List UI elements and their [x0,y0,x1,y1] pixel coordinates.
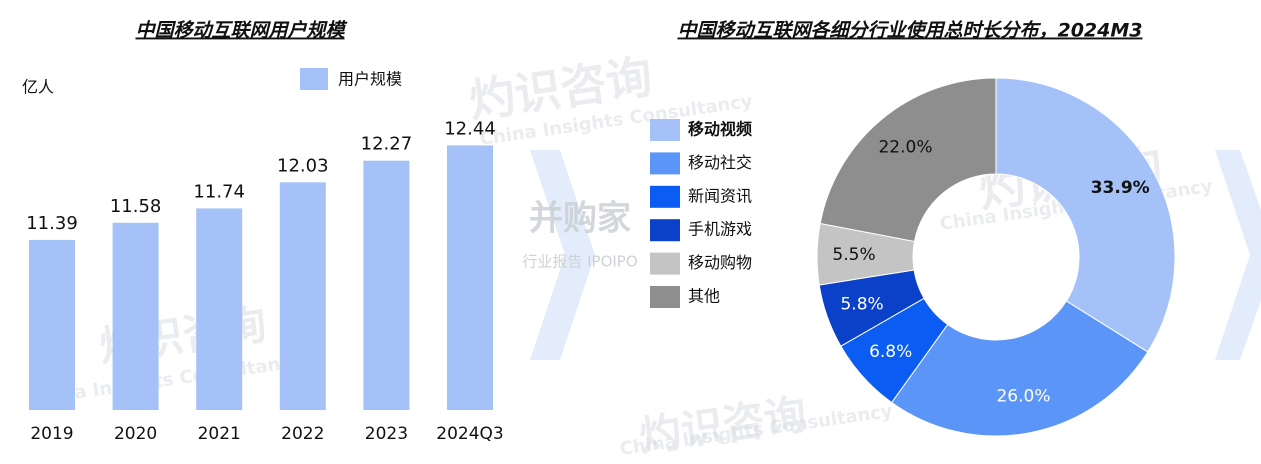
x-tick-label: 2020 [114,424,157,444]
data-label: 5.5% [832,245,875,265]
value-label: 12.03 [277,155,329,176]
value-label: 12.44 [444,118,496,139]
bar-chart: 中国移动互联网用户规模 亿人 用户规模 11.39 2019 11.58 2020 11… [22,20,504,445]
arrow [530,150,595,360]
x-tick-label: 2024Q3 [436,424,503,444]
legend-swatch [650,219,680,242]
arrow [1215,150,1261,360]
data-label: 22.0% [878,138,932,158]
value-label: 11.74 [193,181,245,202]
chart-title: 中国移动互联网用户规模 [135,20,348,42]
legend-label: 手机游戏 [688,220,752,239]
watermark-text: 行业报告 IPOIPO [522,253,637,271]
bar [447,145,493,410]
x-tick-label: 2023 [365,424,408,444]
bar [29,239,75,410]
unit-label: 亿人 [22,78,54,97]
chart-title: 中国移动互联网各细分行业使用总时长分布，2024M3 [677,20,1142,42]
donut-slice [891,300,1149,437]
data-label: 33.9% [1091,178,1150,198]
legend-label: 移动购物 [688,253,752,272]
legend-swatch [650,119,680,141]
x-tick-label: 2022 [281,424,324,444]
legend-label: 移动社交 [688,153,752,172]
bar [112,222,159,410]
bar [363,160,410,410]
legend-label: 用户规模 [338,70,402,89]
legend-label: 移动视频 [688,120,752,139]
bar [196,208,243,410]
legend-swatch [650,152,680,175]
x-tick-label: 2019 [30,424,73,444]
x-tick-label: 2021 [198,424,241,444]
legend-label: 其他 [688,287,720,306]
legend-swatch [650,286,680,308]
bar [279,182,326,410]
legend-swatch [650,252,680,275]
legend-label: 新闻资讯 [688,186,752,205]
data-label: 6.8% [869,342,912,362]
data-label: 26.0% [996,386,1050,406]
value-label: 11.58 [110,196,162,217]
value-label: 11.39 [26,213,78,234]
donut-chart: 中国移动互联网各细分行业使用总时长分布，2024M3 33.9% 移动视频 26.0… [650,20,1176,437]
watermark-text: 并购家 [529,199,631,239]
donut-slice [995,77,1176,353]
legend-swatch [300,68,328,90]
legend-swatch [650,185,680,208]
value-label: 12.27 [361,134,413,155]
data-label: 5.8% [840,294,883,314]
donut-slice [819,77,997,243]
